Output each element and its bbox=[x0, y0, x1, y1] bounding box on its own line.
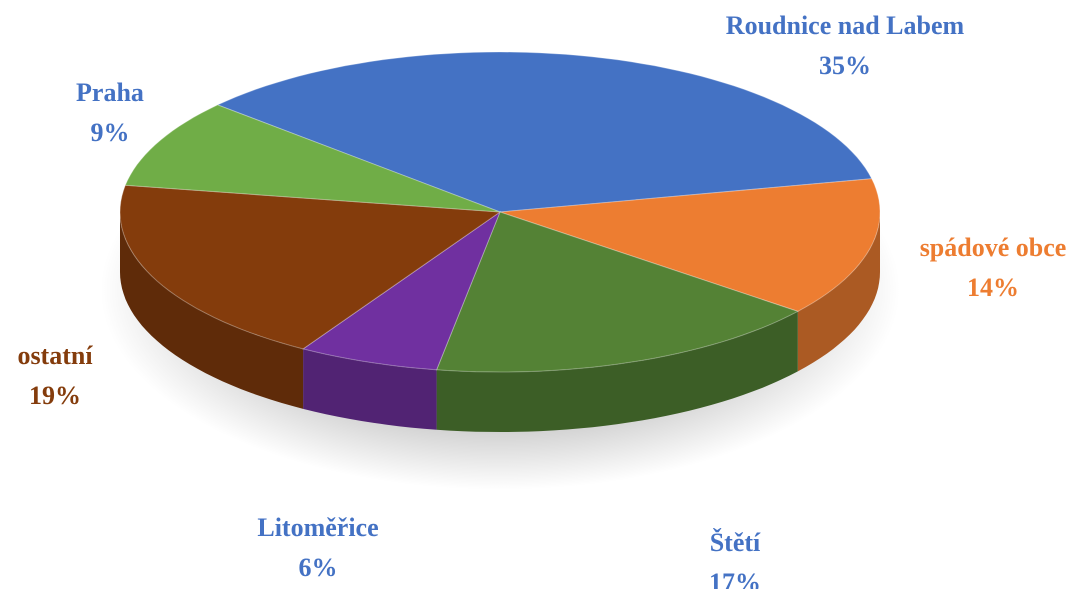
data-label-value: 17% bbox=[709, 568, 761, 589]
slice bbox=[119, 184, 502, 350]
slice bbox=[301, 210, 502, 371]
data-label-name: Roudnice nad Labem bbox=[726, 11, 965, 40]
data-label-name: Litoměřice bbox=[257, 513, 378, 542]
data-label-name: Praha bbox=[76, 78, 144, 107]
data-label-name: ostatní bbox=[17, 341, 93, 370]
slice bbox=[216, 51, 873, 213]
slice-side bbox=[303, 348, 437, 430]
data-label-value: 14% bbox=[967, 273, 1019, 302]
data-label-value: 6% bbox=[299, 553, 338, 582]
slice-side bbox=[436, 311, 798, 432]
slice-side bbox=[797, 212, 880, 372]
slice-side bbox=[120, 212, 304, 409]
slice bbox=[499, 178, 881, 312]
data-label-value: 19% bbox=[29, 381, 81, 410]
data-label-name: Štětí bbox=[710, 528, 761, 557]
data-label-name: spádové obce bbox=[920, 233, 1067, 262]
slice bbox=[124, 104, 501, 213]
slice bbox=[435, 211, 800, 373]
data-label-value: 9% bbox=[91, 118, 130, 147]
data-label-value: 35% bbox=[819, 51, 871, 80]
